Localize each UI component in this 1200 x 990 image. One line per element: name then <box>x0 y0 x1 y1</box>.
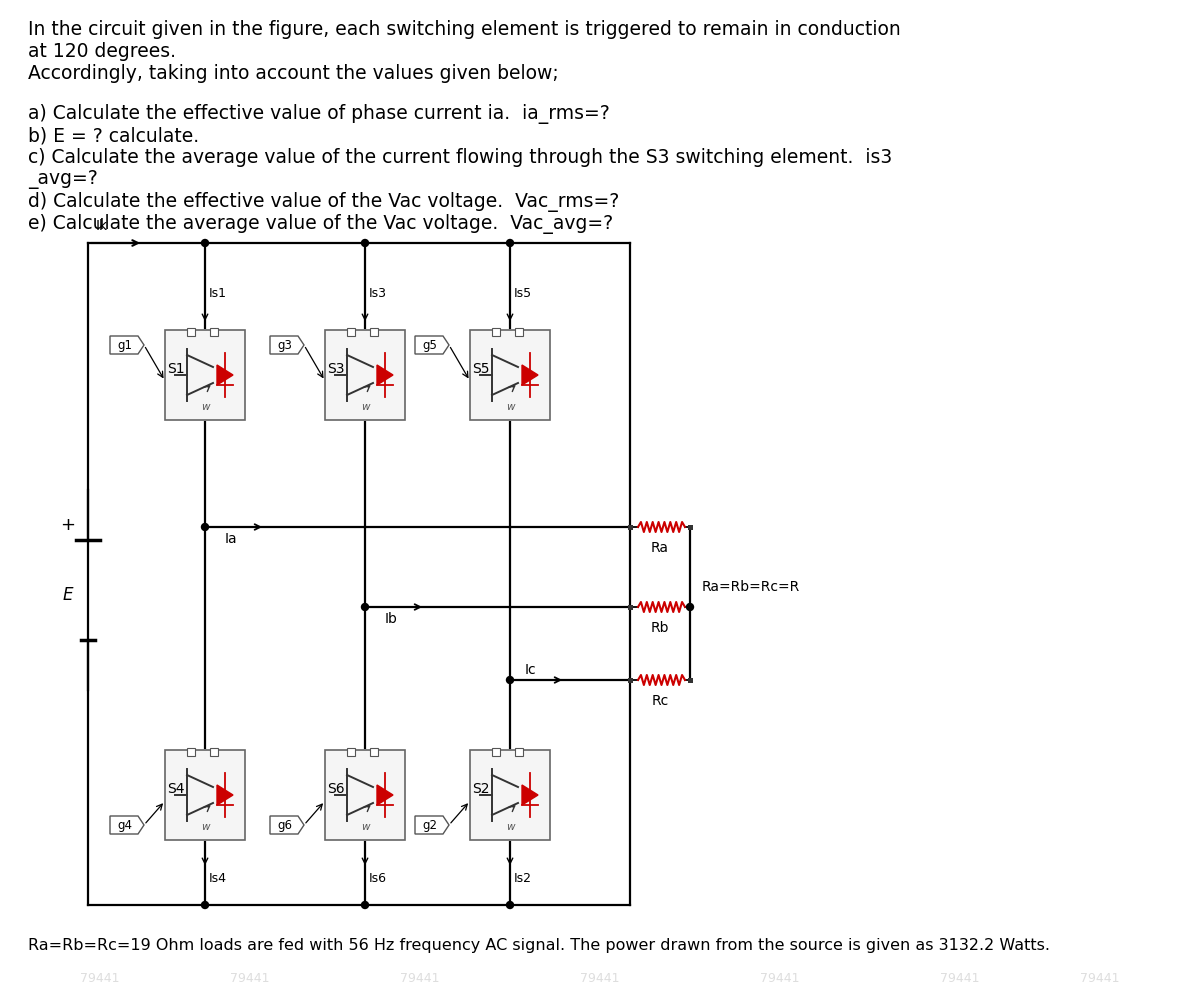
Text: w: w <box>361 822 370 832</box>
Text: w: w <box>505 402 515 412</box>
Polygon shape <box>217 365 233 385</box>
Circle shape <box>506 902 514 909</box>
Bar <box>628 525 632 530</box>
Polygon shape <box>522 365 538 385</box>
Polygon shape <box>522 785 538 805</box>
Circle shape <box>506 676 514 683</box>
Bar <box>492 748 500 756</box>
Bar <box>688 677 692 682</box>
Text: S4: S4 <box>167 782 185 796</box>
Bar <box>166 750 245 840</box>
Polygon shape <box>270 336 304 354</box>
Text: Is2: Is2 <box>514 872 532 885</box>
Text: 79441: 79441 <box>941 972 979 985</box>
Text: Is4: Is4 <box>209 872 227 885</box>
Text: Is6: Is6 <box>370 872 386 885</box>
Circle shape <box>361 240 368 247</box>
Polygon shape <box>270 816 304 834</box>
Bar <box>492 328 500 336</box>
Bar <box>370 748 378 756</box>
Text: g2: g2 <box>422 819 438 832</box>
Text: w: w <box>361 402 370 412</box>
Text: Ic: Ic <box>526 663 536 677</box>
Circle shape <box>686 604 694 611</box>
Bar <box>470 330 550 420</box>
Text: S6: S6 <box>326 782 344 796</box>
Polygon shape <box>110 816 144 834</box>
Polygon shape <box>377 785 394 805</box>
Text: Ib: Ib <box>385 612 398 626</box>
Bar <box>325 750 406 840</box>
Polygon shape <box>415 816 449 834</box>
Text: Rb: Rb <box>650 621 670 635</box>
Text: 79441: 79441 <box>581 972 619 985</box>
Text: Ra: Ra <box>650 541 670 555</box>
Circle shape <box>361 902 368 909</box>
Text: 79441: 79441 <box>401 972 439 985</box>
Text: Is1: Is1 <box>209 287 227 300</box>
Bar <box>688 525 692 530</box>
Text: d) Calculate the effective value of the Vac voltage.  Vac_rms=?: d) Calculate the effective value of the … <box>28 192 619 212</box>
Text: g3: g3 <box>277 339 293 351</box>
Text: S5: S5 <box>472 362 490 376</box>
Text: Accordingly, taking into account the values given below;: Accordingly, taking into account the val… <box>28 64 559 83</box>
Bar <box>347 328 355 336</box>
Bar <box>187 748 194 756</box>
Text: g1: g1 <box>118 339 132 351</box>
Text: Ik: Ik <box>96 219 108 233</box>
Text: at 120 degrees.: at 120 degrees. <box>28 42 176 61</box>
Text: g6: g6 <box>277 819 293 832</box>
Text: g4: g4 <box>118 819 132 832</box>
Polygon shape <box>415 336 449 354</box>
Bar <box>688 605 692 610</box>
Text: S3: S3 <box>326 362 344 376</box>
Text: S1: S1 <box>167 362 185 376</box>
Text: 79441: 79441 <box>80 972 120 985</box>
Text: c) Calculate the average value of the current flowing through the S3 switching e: c) Calculate the average value of the cu… <box>28 148 893 167</box>
Polygon shape <box>377 365 394 385</box>
Circle shape <box>202 524 209 531</box>
Text: w: w <box>200 402 209 412</box>
Bar <box>370 328 378 336</box>
Bar <box>325 330 406 420</box>
Text: In the circuit given in the figure, each switching element is triggered to remai: In the circuit given in the figure, each… <box>28 20 901 39</box>
Bar <box>166 330 245 420</box>
Circle shape <box>506 240 514 247</box>
Text: Is5: Is5 <box>514 287 532 300</box>
Bar <box>515 748 523 756</box>
Bar <box>210 748 218 756</box>
Text: w: w <box>200 822 209 832</box>
Bar <box>210 328 218 336</box>
Text: e) Calculate the average value of the Vac voltage.  Vac_avg=?: e) Calculate the average value of the Va… <box>28 214 613 234</box>
Circle shape <box>202 240 209 247</box>
Text: +: + <box>60 516 76 534</box>
Text: Rc: Rc <box>652 694 668 708</box>
Text: _avg=?: _avg=? <box>28 170 97 189</box>
Polygon shape <box>217 785 233 805</box>
Text: S2: S2 <box>472 782 490 796</box>
Text: Ra=Rb=Rc=19 Ohm loads are fed with 56 Hz frequency AC signal. The power drawn fr: Ra=Rb=Rc=19 Ohm loads are fed with 56 Hz… <box>28 938 1050 953</box>
Text: 79441: 79441 <box>761 972 799 985</box>
Text: E: E <box>62 586 73 604</box>
Text: 79441: 79441 <box>1080 972 1120 985</box>
Text: a) Calculate the effective value of phase current ia.  ia_rms=?: a) Calculate the effective value of phas… <box>28 104 610 124</box>
Text: b) E = ? calculate.: b) E = ? calculate. <box>28 126 199 145</box>
Circle shape <box>202 902 209 909</box>
Text: Ia: Ia <box>226 532 238 546</box>
Bar <box>515 328 523 336</box>
Text: Is3: Is3 <box>370 287 386 300</box>
Text: g5: g5 <box>422 339 438 351</box>
Circle shape <box>361 604 368 611</box>
Text: 79441: 79441 <box>230 972 270 985</box>
Polygon shape <box>110 336 144 354</box>
Bar <box>628 677 632 682</box>
Bar <box>347 748 355 756</box>
Bar <box>628 605 632 610</box>
Bar <box>470 750 550 840</box>
Text: Ra=Rb=Rc=R: Ra=Rb=Rc=R <box>702 580 800 594</box>
Text: w: w <box>505 822 515 832</box>
Bar <box>187 328 194 336</box>
